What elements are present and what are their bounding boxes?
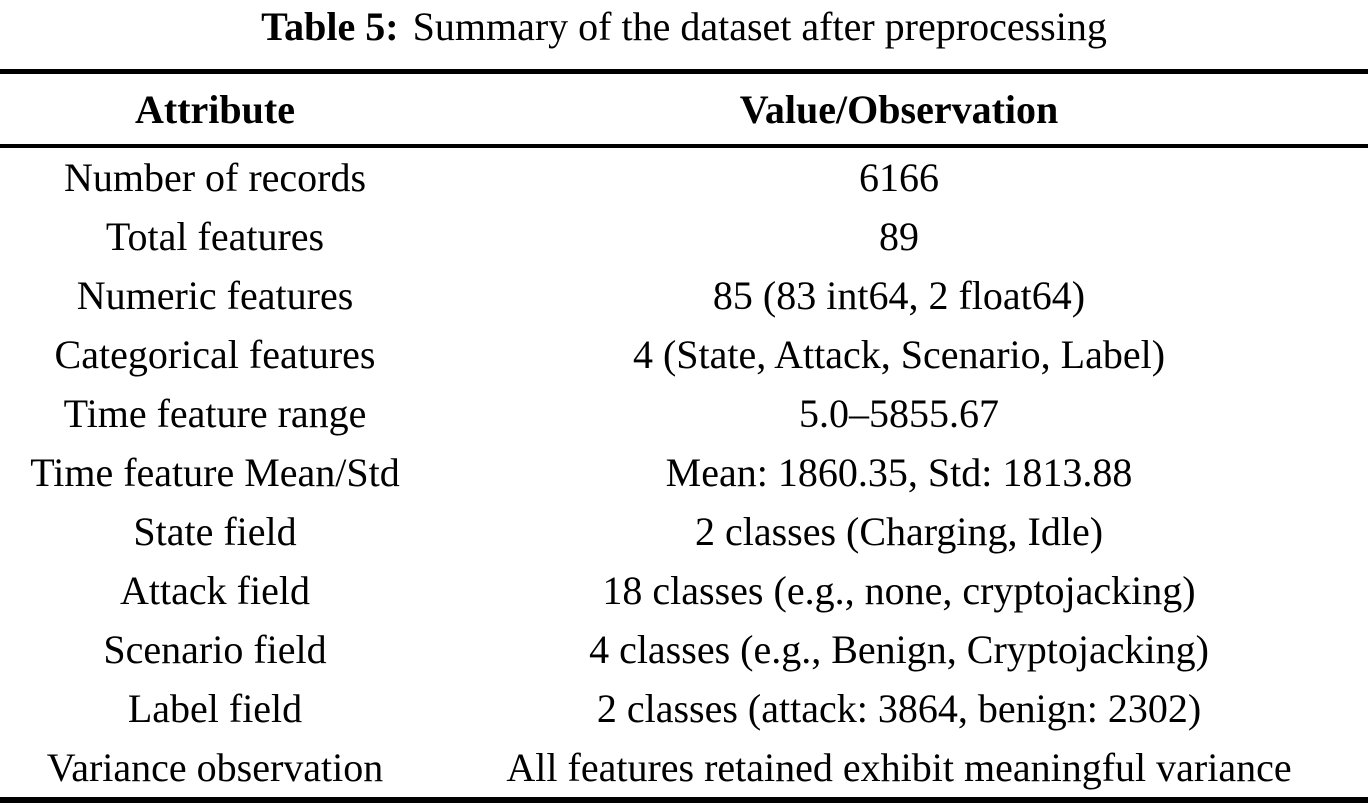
- value-cell: 2 classes (attack: 3864, benign: 2302): [596, 686, 1202, 731]
- col-header-value-observation: Value/Observation: [430, 71, 1368, 148]
- value-cell: 6166: [859, 155, 939, 200]
- value-cell: 4 classes (e.g., Benign, Cryptojacking): [589, 627, 1209, 672]
- value-cell: 2 classes (Charging, Idle): [694, 509, 1104, 554]
- attribute-cell: Total features: [105, 214, 325, 259]
- table-row: Label field 2 classes (attack: 3864, ben…: [0, 679, 1368, 738]
- attribute-cell: Number of records: [63, 155, 367, 200]
- col-header-attribute: Attribute: [0, 71, 430, 148]
- table-caption-label: Table 5:: [261, 4, 399, 49]
- attribute-cell: Scenario field: [103, 627, 327, 672]
- header-row: Attribute Value/Observation: [0, 71, 1368, 148]
- value-cell: Mean: 1860.35, Std: 1813.88: [665, 450, 1133, 495]
- value-cell: 4 (State, Attack, Scenario, Label): [632, 332, 1166, 377]
- table-caption: Table 5: Summary of the dataset after pre…: [0, 0, 1368, 52]
- table-row: Variance observation All features retain…: [0, 738, 1368, 800]
- value-cell: 5.0–5855.67: [799, 391, 999, 436]
- table-row: Time feature Mean/Std Mean: 1860.35, Std…: [0, 443, 1368, 502]
- attribute-cell: Numeric features: [76, 273, 354, 318]
- value-cell: All features retained exhibit meaningful…: [506, 745, 1292, 790]
- table-row: Attack field 18 classes (e.g., none, cry…: [0, 561, 1368, 620]
- attribute-cell: State field: [133, 509, 297, 554]
- attribute-cell: Time feature Mean/Std: [30, 450, 400, 495]
- table-row: Number of records 6166: [0, 146, 1368, 207]
- attribute-cell: Variance observation: [46, 745, 384, 790]
- dataset-summary-table: Attribute Value/Observation Number of re…: [0, 69, 1368, 803]
- attribute-cell: Attack field: [120, 568, 310, 613]
- table-row: Time feature range 5.0–5855.67: [0, 384, 1368, 443]
- table-row: Total features 89: [0, 207, 1368, 266]
- value-cell: 85 (83 int64, 2 float64): [712, 273, 1086, 318]
- value-cell: 18 classes (e.g., none, cryptojacking): [602, 568, 1196, 613]
- table-row: Scenario field 4 classes (e.g., Benign, …: [0, 620, 1368, 679]
- table-row: State field 2 classes (Charging, Idle): [0, 502, 1368, 561]
- attribute-cell: Label field: [127, 686, 303, 731]
- value-cell: 89: [879, 214, 919, 259]
- table-row: Numeric features 85 (83 int64, 2 float64…: [0, 266, 1368, 325]
- attribute-cell: Time feature range: [63, 391, 367, 436]
- table-row: Categorical features 4 (State, Attack, S…: [0, 325, 1368, 384]
- attribute-cell: Categorical features: [54, 332, 376, 377]
- table-caption-text: Summary of the dataset after preprocessi…: [412, 4, 1107, 49]
